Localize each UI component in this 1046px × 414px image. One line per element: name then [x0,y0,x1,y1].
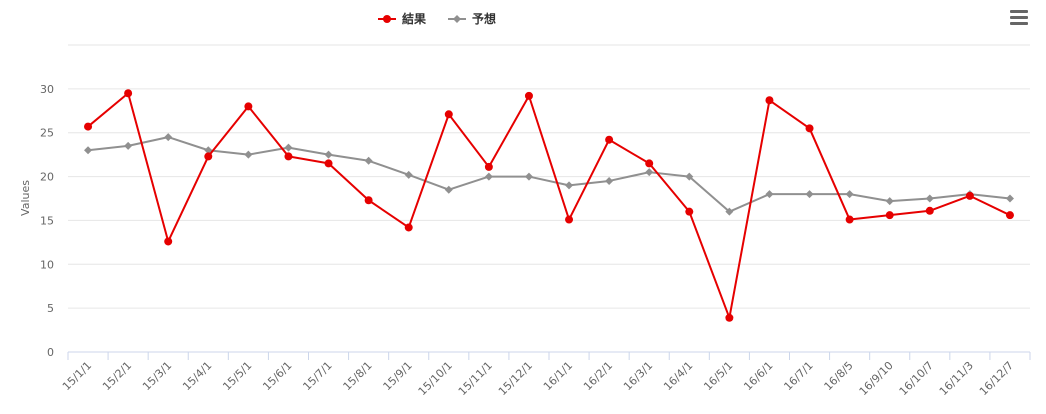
y-axis-ticks: 0 5 10 15 20 25 30 [40,83,54,359]
series-result-line [87,92,1011,319]
y-tick-label: 25 [40,127,54,140]
x-tick-label: 15/3/1 [140,359,174,393]
forecast-point [885,197,894,206]
forecast-point [845,190,854,199]
forecast-point [925,194,934,203]
x-tick-label: 16/4/1 [661,359,695,393]
forecast-point [244,150,253,159]
forecast-point [805,190,814,199]
result-point [124,89,133,98]
y-axis-title: Values [19,180,32,216]
forecast-point [565,181,574,190]
result-point [845,215,854,224]
y-tick-label: 30 [40,83,54,96]
result-point [805,124,814,133]
x-tick-label: 16/7/1 [781,359,815,393]
x-tick-label: 15/6/1 [260,359,294,393]
result-point [685,207,694,216]
x-tick-label: 15/10/1 [416,359,455,398]
legend: 結果 予想 [378,10,496,27]
menu-bar [1010,10,1028,13]
result-point [164,237,173,246]
y-tick-label: 10 [40,258,54,271]
x-tick-label: 15/5/1 [220,359,254,393]
result-point [765,96,774,105]
forecast-point [725,207,734,216]
x-tick-label: 16/2/1 [581,359,615,393]
result-point [364,196,373,205]
hamburger-menu-icon[interactable] [1010,10,1028,26]
result-point [84,122,93,131]
grid-lines [68,44,1030,309]
x-tick-label: 16/10/7 [897,359,936,398]
forecast-point [645,168,654,177]
legend-forecast-swatch [448,14,467,23]
forecast-point [324,150,333,159]
result-point [284,152,293,161]
legend-item-forecast[interactable]: 予想 [448,10,496,27]
forecast-point [204,146,213,155]
result-point [404,223,413,232]
forecast-point [84,146,93,155]
y-tick-label: 0 [47,346,54,359]
result-point [965,191,974,200]
result-point [565,215,574,224]
x-tick-label: 15/4/1 [180,359,214,393]
result-point [645,159,654,168]
x-tick-label: 15/1/1 [60,359,94,393]
legend-result-label: 結果 [402,12,427,26]
forecast-point [284,143,293,152]
x-tick-label: 16/6/1 [741,359,775,393]
menu-bar [1010,16,1028,19]
result-point [885,211,894,220]
result-point [605,135,614,144]
result-point [444,110,453,119]
forecast-point [524,172,533,181]
forecast-point [484,172,493,181]
x-tick-label: 16/9/10 [857,359,896,398]
x-tick-label: 15/11/1 [456,359,495,398]
forecast-point [444,185,453,194]
series-forecast-line [87,136,1011,213]
menu-bar [1010,22,1028,25]
forecast-point [364,156,373,165]
x-tick-label: 16/1/1 [541,359,575,393]
forecast-point [685,172,694,181]
x-tick-label: 16/5/1 [701,359,735,393]
result-point [484,162,493,171]
result-point [925,206,934,215]
forecast-point [1005,194,1014,203]
x-tick-label: 15/12/1 [496,359,535,398]
x-tick-label: 16/11/3 [937,359,976,398]
x-tick-label: 16/12/7 [977,359,1016,398]
x-tick-label: 15/9/1 [381,359,415,393]
result-point [524,91,533,100]
result-point [244,102,253,111]
y-tick-label: 5 [47,302,54,315]
y-tick-label: 20 [40,171,54,184]
x-tick-label: 16/8/5 [822,359,856,393]
forecast-point [765,190,774,199]
legend-result-swatch [378,14,396,23]
result-point [204,152,213,161]
x-axis: 15/1/1 15/2/1 15/3/1 15/4/1 15/5/1 15/6/1 15/7… [60,351,1031,398]
result-point [324,159,333,168]
forecast-point [404,170,413,179]
legend-forecast-label: 予想 [472,12,497,26]
series-group [84,89,1014,322]
result-point [725,313,734,322]
legend-item-result[interactable]: 結果 [378,10,426,27]
x-tick-label: 15/2/1 [100,359,134,393]
x-tick-label: 15/7/1 [300,359,334,393]
result-point [1005,211,1014,220]
x-tick-label: 16/3/1 [621,359,655,393]
x-tick-label: 15/8/1 [341,359,375,393]
y-tick-label: 15 [40,214,54,227]
forecast-point [605,176,614,185]
forecast-point [164,133,173,142]
forecast-point [124,141,133,150]
